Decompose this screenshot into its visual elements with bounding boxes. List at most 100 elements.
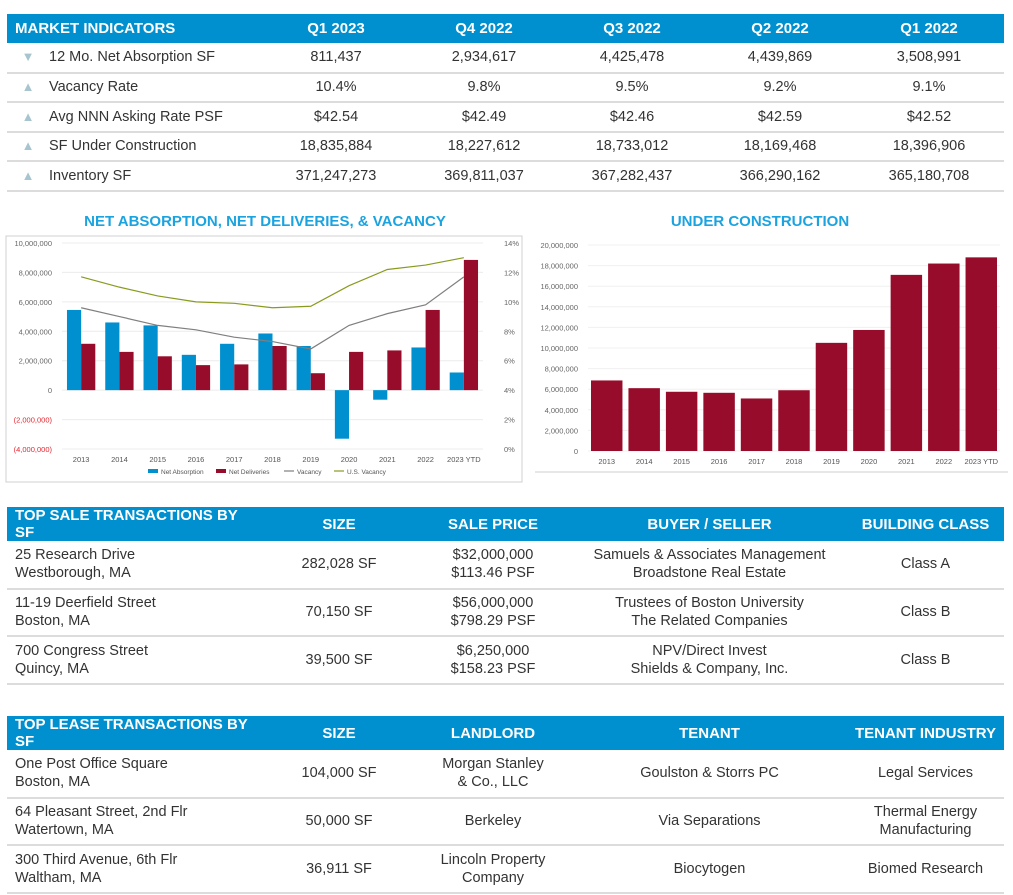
price-cell: $6,250,000 $158.23 PSF: [414, 636, 572, 685]
property-address: 700 Congress Street: [15, 642, 148, 659]
landlord-cell: Lincoln Property Company: [414, 845, 572, 894]
net-deliveries-bar: [272, 346, 287, 391]
table-row: 700 Congress Street Quincy, MA 39,500 SF …: [7, 636, 1004, 685]
net-deliveries-bar: [119, 351, 134, 391]
leases-table: TOP LEASE TRANSACTIONS BY SF SIZE LANDLO…: [7, 716, 1004, 894]
size-cell: 36,911 SF: [264, 845, 414, 894]
indicator-value: 9.5%: [558, 72, 706, 103]
indicator-value: $42.54: [262, 102, 410, 133]
y-left-tick-label: 4,000,000: [19, 327, 52, 336]
y-right-tick-label: 12%: [504, 268, 519, 277]
x-tick-label: 2013: [598, 457, 615, 466]
table-row: One Post Office Square Boston, MA 104,000…: [7, 750, 1004, 799]
property-address: 25 Research Drive: [15, 547, 136, 564]
us-vacancy-line: [80, 257, 464, 309]
tenant-cell: Via Separations: [572, 797, 847, 846]
landlord-line: Morgan Stanley: [442, 756, 544, 773]
construction-chart-title: UNDER CONSTRUCTION: [670, 213, 850, 230]
y-right-tick-label: 2%: [504, 416, 515, 425]
price-cell: $32,000,000 $113.46 PSF: [414, 541, 572, 590]
x-tick-label: 2021: [379, 455, 396, 464]
tenant-cell: Goulston & Storrs PC: [572, 750, 847, 799]
header-market-indicators: MARKET INDICATORS: [7, 14, 262, 43]
property-cell: 25 Research Drive Westborough, MA: [7, 541, 264, 590]
indicator-label: Vacancy Rate: [47, 72, 262, 103]
table-row: 25 Research Drive Westborough, MA 282,028…: [7, 541, 1004, 590]
indicator-value: 9.1%: [854, 72, 1004, 103]
header-q3-2022: Q3 2022: [558, 14, 706, 43]
y-left-tick-label: (4,000,000): [14, 445, 53, 454]
under-construction-bar: [890, 274, 923, 451]
buyer-seller-cell: NPV/Direct Invest Shields & Company, Inc.: [572, 636, 847, 685]
indicator-value: 18,835,884: [262, 131, 410, 162]
y-right-tick-label: 6%: [504, 357, 515, 366]
property-address: 64 Pleasant Street, 2nd Flr: [15, 804, 188, 821]
x-tick-label: 2020: [341, 455, 358, 464]
x-tick-label: 2019: [302, 455, 319, 464]
net-absorption-bar: [66, 309, 82, 391]
size-cell: 39,500 SF: [264, 636, 414, 685]
under-construction-bar: [665, 391, 698, 451]
trend-up-icon: ▲: [7, 72, 47, 103]
legend-net-deliveries-label: Net Deliveries: [229, 469, 270, 476]
y-tick-label: 0: [574, 447, 578, 456]
absorption-chart: 10,000,000 8,000,000 6,000,000 4,000,000 2,0…: [5, 235, 523, 483]
size-cell: 104,000 SF: [264, 750, 414, 799]
y-tick-label: 4,000,000: [545, 406, 578, 415]
net-deliveries-bar: [425, 309, 440, 391]
header-tenant-industry: TENANT INDUSTRY: [847, 716, 1004, 750]
net-absorption-bar: [143, 325, 158, 391]
under-construction-bar: [928, 263, 960, 451]
property-city: Waltham, MA: [15, 869, 102, 886]
y-left-tick-label: 6,000,000: [19, 298, 52, 307]
table-row: 64 Pleasant Street, 2nd Flr Watertown, MA…: [7, 797, 1004, 846]
buyer: NPV/Direct Invest: [652, 642, 767, 659]
industry-cell: Legal Services: [847, 750, 1004, 799]
under-construction-bar: [778, 390, 810, 451]
x-tick-label: 2019: [823, 457, 840, 466]
table-row: 300 Third Avenue, 6th Flr Waltham, MA 36,…: [7, 845, 1004, 894]
property-address: One Post Office Square: [15, 756, 168, 773]
y-tick-label: 10,000,000: [540, 344, 578, 353]
property-cell: One Post Office Square Boston, MA: [7, 750, 264, 799]
sale-price: $56,000,000: [452, 595, 534, 612]
leases-header: TOP LEASE TRANSACTIONS BY SF SIZE LANDLO…: [7, 716, 1004, 750]
under-construction-bar: [740, 398, 773, 451]
y-tick-label: 8,000,000: [545, 365, 578, 374]
header-building-class: BUILDING CLASS: [847, 507, 1004, 541]
net-deliveries-bar: [234, 364, 249, 391]
net-deliveries-bar: [310, 373, 325, 391]
property-city: Boston, MA: [15, 774, 90, 791]
y-left-tick-label: 0: [48, 386, 52, 395]
x-tick-label: 2021: [898, 457, 915, 466]
y-tick-label: 12,000,000: [540, 323, 578, 332]
landlord-cell: Berkeley: [414, 797, 572, 846]
under-construction-bar: [628, 388, 660, 451]
y-left-tick-label: 2,000,000: [19, 357, 52, 366]
net-absorption-bar: [181, 354, 196, 391]
x-tick-label: 2017: [226, 455, 243, 464]
sale-price: $32,000,000: [452, 547, 534, 564]
property-cell: 700 Congress Street Quincy, MA: [7, 636, 264, 685]
landlord-line: Lincoln Property: [440, 851, 546, 868]
header-sale-price: SALE PRICE: [414, 507, 572, 541]
net-absorption-bar: [411, 347, 426, 391]
x-tick-label: 2018: [786, 457, 803, 466]
header-q4-2022: Q4 2022: [410, 14, 558, 43]
property-city: Watertown, MA: [15, 822, 114, 839]
header-size: SIZE: [264, 507, 414, 541]
legend-net-deliveries-swatch: [216, 469, 226, 473]
construction-chart: 20,000,000 18,000,000 16,000,000 14,000,000…: [535, 241, 1008, 473]
net-absorption-bar: [258, 333, 273, 391]
net-deliveries-bar: [387, 350, 402, 391]
indicator-label: 12 Mo. Net Absorption SF: [47, 43, 262, 74]
y-left-tick-label: 10,000,000: [14, 239, 52, 248]
x-tick-label: 2023 YTD: [447, 455, 481, 464]
buyer: Trustees of Boston University: [615, 595, 804, 612]
indicator-value: 369,811,037: [410, 161, 558, 192]
under-construction-bar: [590, 380, 623, 451]
net-deliveries-bar: [349, 351, 364, 391]
indicator-value: 9.8%: [410, 72, 558, 103]
net-deliveries-bar: [157, 356, 172, 391]
building-class-cell: Class B: [847, 588, 1004, 637]
